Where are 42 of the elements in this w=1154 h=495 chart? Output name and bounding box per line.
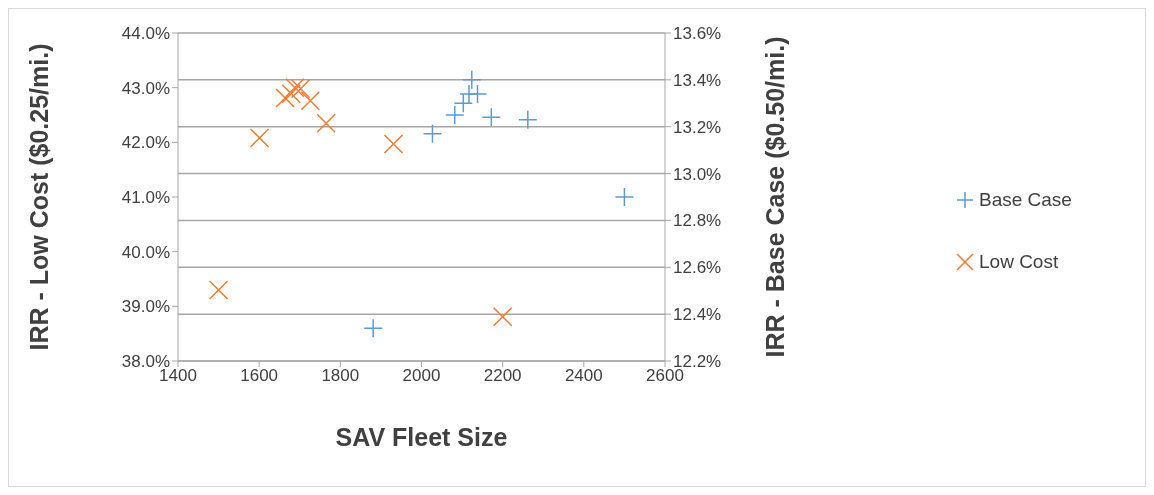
legend-label: Low Cost	[979, 251, 1059, 273]
point	[249, 128, 270, 148]
point	[481, 107, 502, 128]
y2-tick-label: 13.4%	[673, 70, 722, 90]
point	[467, 84, 488, 104]
point	[453, 93, 474, 114]
point	[518, 109, 538, 130]
y-tick-label: 41.0%	[121, 188, 170, 208]
legend-label: Base Case	[979, 189, 1072, 211]
point	[208, 280, 229, 300]
y-tick-label: 42.0%	[121, 133, 170, 153]
point	[285, 77, 305, 98]
point	[281, 83, 301, 104]
y2-tick-label: 13.0%	[673, 164, 722, 184]
y2-tick-label: 13.2%	[673, 117, 722, 137]
point	[445, 105, 465, 125]
y-tick-label: 39.0%	[121, 297, 170, 317]
y2-axis-title: IRR - Base Case ($0.50/mi.)	[760, 36, 789, 358]
x-tick-label: 2400	[564, 366, 603, 386]
y2-tick-label: 13.6%	[673, 24, 722, 44]
point	[275, 88, 295, 108]
x-tick-label: 1800	[321, 366, 360, 386]
y2-tick-label: 12.8%	[673, 211, 722, 231]
x-tick-label: 1600	[240, 366, 279, 386]
point	[363, 318, 383, 338]
point	[383, 134, 404, 154]
y2-tick-label: 12.6%	[673, 258, 722, 278]
y-axis-title: IRR - Low Cost ($0.25/mi.)	[24, 43, 53, 351]
y2-tick-label: 12.4%	[673, 305, 722, 325]
x-tick-label: 2200	[483, 366, 522, 386]
point	[316, 113, 336, 133]
y-tick-label: 44.0%	[121, 24, 170, 44]
point	[492, 306, 513, 327]
y-tick-label: 40.0%	[121, 242, 170, 262]
y-tick-label: 43.0%	[121, 78, 170, 98]
x-axis-title: SAV Fleet Size	[335, 423, 508, 451]
point	[462, 70, 482, 90]
point	[300, 91, 321, 111]
point	[614, 187, 635, 207]
point	[290, 79, 311, 99]
x-tick-label: 2000	[402, 366, 441, 386]
point	[422, 123, 443, 144]
